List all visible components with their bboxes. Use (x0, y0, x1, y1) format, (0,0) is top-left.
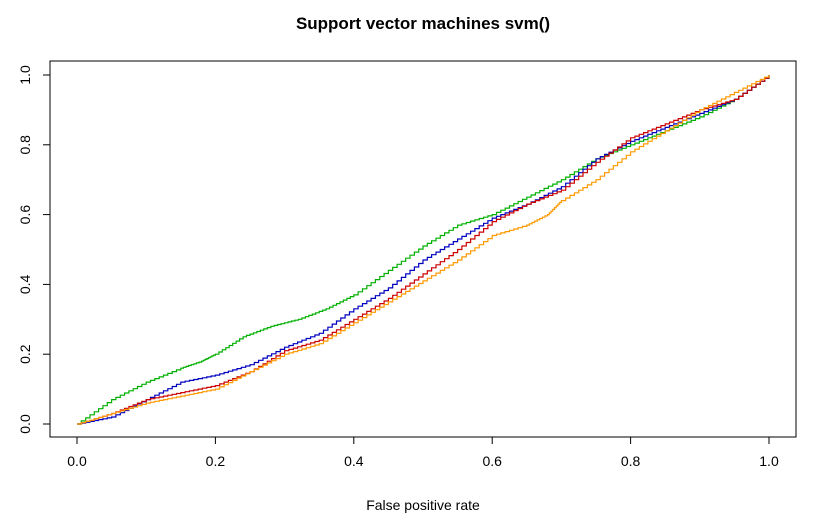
x-tick-label: 1.0 (759, 453, 779, 469)
x-tick-label: 0.2 (206, 453, 226, 469)
y-tick-label: 0.0 (17, 414, 33, 434)
chart-title: Support vector machines svm() (296, 14, 550, 33)
x-axis: 0.0 0.2 0.4 0.6 0.8 1.0 (67, 436, 779, 469)
series-line-1 (77, 75, 770, 425)
y-axis: 0.0 0.2 0.4 0.6 0.8 1.0 (17, 65, 51, 434)
series-line-2 (77, 75, 770, 425)
y-tick-label: 1.0 (17, 65, 33, 85)
y-tick-label: 0.2 (17, 344, 33, 364)
x-axis-label: False positive rate (366, 497, 480, 513)
y-tick-label: 0.6 (17, 205, 33, 225)
x-tick-label: 0.6 (482, 453, 502, 469)
series-line-3 (77, 75, 770, 425)
series-line-4 (77, 75, 770, 425)
y-tick-label: 0.8 (17, 135, 33, 155)
y-tick-label: 0.4 (17, 274, 33, 294)
x-tick-label: 0.8 (621, 453, 641, 469)
x-tick-label: 0.4 (344, 453, 364, 469)
series-layer (77, 75, 770, 425)
x-tick-label: 0.0 (67, 453, 87, 469)
